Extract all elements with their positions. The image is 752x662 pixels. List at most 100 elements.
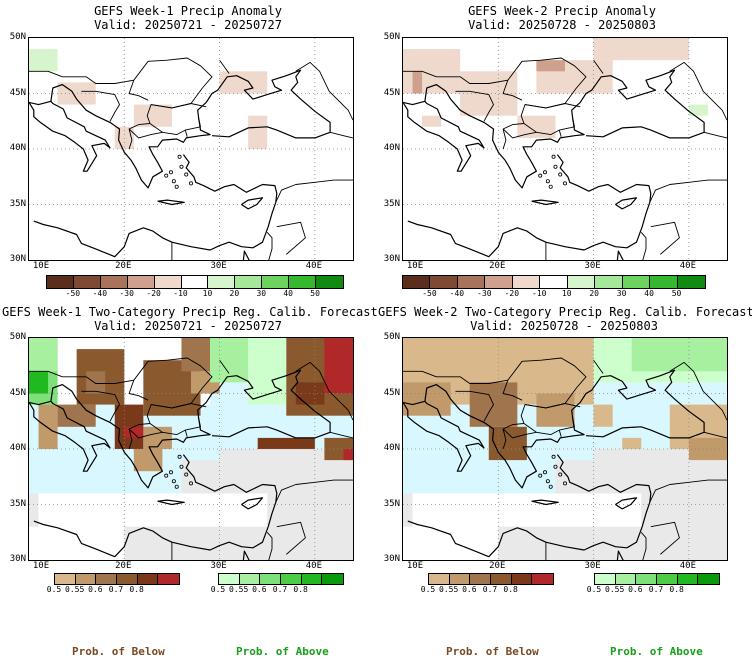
colorbar-swatch xyxy=(698,574,719,584)
colorbar-tick-label: 0.55 xyxy=(229,585,249,594)
colorbar-swatch xyxy=(289,276,317,288)
country-border xyxy=(150,103,207,109)
coastline xyxy=(33,154,278,258)
country-border xyxy=(276,521,306,555)
colorbar-swatch xyxy=(615,574,637,584)
colorbar-tick-label: 50 xyxy=(310,289,320,298)
shading-cell xyxy=(403,493,413,527)
island xyxy=(548,184,553,189)
map-canvas xyxy=(29,338,353,560)
prob-above-colorbar xyxy=(218,573,344,585)
panel-title: GEFS Week-1 Two-Category Precip Reg. Cal… xyxy=(2,305,378,319)
country-border xyxy=(403,70,437,78)
lat-tick-label: 40N xyxy=(383,443,400,453)
country-border xyxy=(640,532,647,560)
colorbar-tick-label: 40 xyxy=(644,289,654,298)
colorbar-swatch xyxy=(322,574,343,584)
shading-cell xyxy=(181,338,211,372)
coastline xyxy=(29,100,111,172)
colorbar-tick-label: 0.8 xyxy=(669,585,684,594)
lat-tick-label: 45N xyxy=(9,87,26,98)
country-border xyxy=(455,390,494,422)
coastline xyxy=(616,250,624,260)
lon-tick-label: 40E xyxy=(679,261,696,271)
island xyxy=(171,479,176,484)
colorbar-swatch xyxy=(532,574,553,584)
country-border xyxy=(81,390,120,422)
lat-tick-label: 45N xyxy=(383,87,400,98)
colorbar-tick-label: 30 xyxy=(256,289,267,298)
country-border xyxy=(276,221,306,255)
island xyxy=(184,172,189,177)
panel-title: GEFS Week-1 Precip Anomaly xyxy=(94,4,282,18)
colorbar-swatch xyxy=(127,276,155,288)
shading-cell xyxy=(622,471,727,494)
island xyxy=(177,454,182,459)
country-border xyxy=(558,429,562,437)
country-border xyxy=(502,380,523,401)
colorbar-swatch xyxy=(512,276,541,288)
coastline xyxy=(407,154,652,258)
island xyxy=(538,173,543,178)
colorbar-tick-label: 0.7 xyxy=(648,585,664,594)
shading-cell xyxy=(210,338,249,383)
island xyxy=(188,181,193,186)
colorbar-tick-label: 10 xyxy=(561,289,572,298)
colorbar-swatch xyxy=(154,276,182,288)
shading-cell xyxy=(688,104,708,116)
country-border xyxy=(81,90,120,122)
country-border xyxy=(650,221,680,255)
coastline xyxy=(615,197,638,210)
lat-tick-label: 45N xyxy=(383,387,400,398)
coastline xyxy=(242,250,250,260)
map-week1-prob xyxy=(28,337,354,561)
colorbar-tick-label: -20 xyxy=(146,289,161,298)
lon-tick-label: 10E xyxy=(406,261,424,271)
shading-cell xyxy=(38,404,58,449)
lat-tick-label: 30N xyxy=(383,254,400,264)
colorbar-swatch xyxy=(636,574,657,584)
colorbar-tick-label: 0.6 xyxy=(462,585,477,594)
colorbar-tick-label: -40 xyxy=(449,289,465,298)
colorbar-tick-label: 0.55 xyxy=(439,585,459,594)
island xyxy=(548,484,553,489)
country-border xyxy=(703,431,727,439)
shading-cell xyxy=(257,437,315,449)
shading-cell xyxy=(622,437,642,449)
colorbar-tick-label: 0.6 xyxy=(628,585,643,594)
country-border xyxy=(266,232,273,260)
colorbar-tick-label: 30 xyxy=(616,289,627,298)
island xyxy=(177,154,182,159)
country-border xyxy=(669,361,727,421)
country-border xyxy=(524,103,581,109)
country-border xyxy=(403,370,437,378)
coastline xyxy=(403,69,705,189)
colorbar-swatch xyxy=(239,574,261,584)
panel-title: GEFS Week-2 Two-Category Precip Reg. Cal… xyxy=(378,305,752,319)
coastline xyxy=(157,199,185,206)
colorbar-tick-label: 0.55 xyxy=(65,585,85,594)
lat-tick-label: 40N xyxy=(9,143,26,153)
shading-cell xyxy=(593,38,689,61)
island xyxy=(553,464,558,469)
lon-tick-label: 20E xyxy=(489,261,506,271)
country-border xyxy=(128,128,163,139)
colorbar-tick-label: 0.8 xyxy=(129,585,144,594)
country-border xyxy=(295,61,353,121)
country-border xyxy=(62,57,213,150)
shading-cell xyxy=(343,449,353,461)
colorbar-swatch xyxy=(137,574,159,584)
shading-cell xyxy=(29,493,39,527)
colorbar-swatch xyxy=(73,276,101,288)
colorbar-tick-label: 0.5 xyxy=(46,585,62,594)
colorbar-tick-label: 50 xyxy=(671,289,682,298)
island xyxy=(174,184,179,189)
island xyxy=(168,170,173,175)
colorbar-swatch xyxy=(650,276,678,288)
country-border xyxy=(149,417,201,436)
country-border xyxy=(649,479,727,503)
country-border xyxy=(29,370,63,378)
colorbar-swatch xyxy=(280,574,302,584)
colorbar-swatch xyxy=(595,276,623,288)
island xyxy=(542,470,547,475)
